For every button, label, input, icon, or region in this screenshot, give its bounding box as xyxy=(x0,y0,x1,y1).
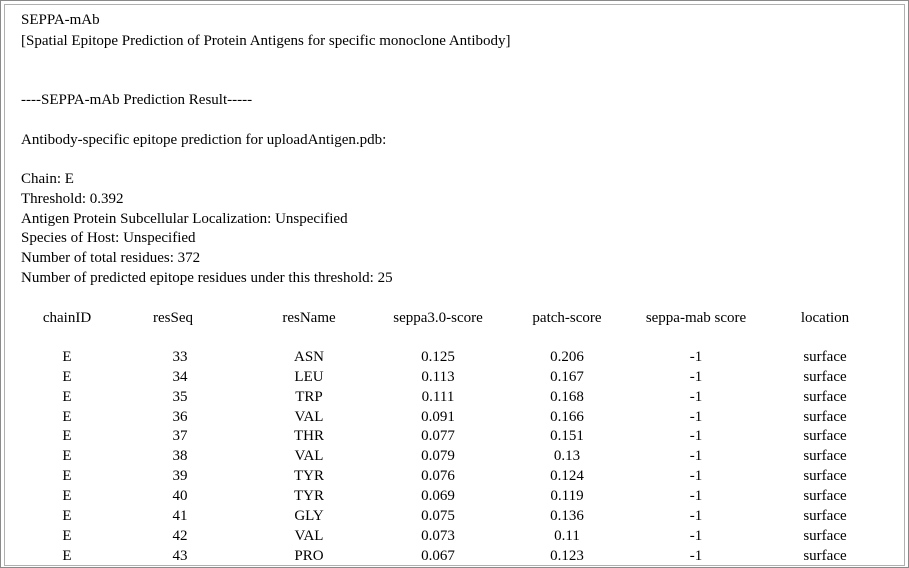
table-cell: surface xyxy=(803,388,847,405)
table-cell: 0.079 xyxy=(421,448,455,465)
column-header: patch-score xyxy=(532,310,602,326)
info-line: Threshold: 0.392 xyxy=(21,190,124,207)
table-cell: 0.166 xyxy=(550,408,584,425)
table-cell: 38 xyxy=(172,448,188,465)
table-cell: surface xyxy=(803,507,847,524)
table-cell: 0.067 xyxy=(421,547,455,564)
column-header: seppa-mab score xyxy=(645,310,747,326)
table-cell: 0.123 xyxy=(550,547,584,564)
table-cell: surface xyxy=(803,487,847,504)
table-cell: -1 xyxy=(689,388,703,405)
column-header: chainID xyxy=(42,310,92,326)
table-cell: 39 xyxy=(172,468,188,485)
table-cell: surface xyxy=(803,448,847,465)
table-cell: E xyxy=(62,368,72,385)
column-header: resName xyxy=(282,310,336,326)
table-cell: surface xyxy=(803,527,847,544)
table-cell: -1 xyxy=(689,368,703,385)
table-cell: surface xyxy=(803,349,847,365)
table-cell: 34 xyxy=(172,368,188,385)
table-cell: E xyxy=(62,468,72,485)
table-cell: E xyxy=(62,507,72,524)
info-line: Antigen Protein Subcellular Localization… xyxy=(21,210,348,227)
table-cell: 41 xyxy=(172,507,188,524)
table-cell: E xyxy=(62,448,72,465)
table-cell: 0.206 xyxy=(550,349,584,365)
table-cell: -1 xyxy=(689,408,703,425)
table-cell: 0.077 xyxy=(421,428,455,445)
table-cell: 0.111 xyxy=(421,388,455,405)
table-cell: 0.119 xyxy=(550,487,584,504)
table-cell: E xyxy=(62,547,72,564)
table-cell: -1 xyxy=(689,448,703,465)
table-cell: E xyxy=(62,487,72,504)
table-cell: 0.168 xyxy=(550,388,584,405)
table-cell: -1 xyxy=(689,547,703,564)
table-cell: 33 xyxy=(172,349,188,365)
info-line: Chain: E xyxy=(21,171,74,187)
inner-frame xyxy=(4,4,905,566)
table-cell: surface xyxy=(803,547,847,564)
table-cell: 37 xyxy=(172,428,188,445)
column-header: location xyxy=(800,310,850,326)
table-cell: -1 xyxy=(689,428,703,445)
table-cell: THR xyxy=(294,428,324,445)
table-cell: 0.124 xyxy=(550,468,584,485)
table-cell: TYR xyxy=(294,487,324,504)
table-cell: LEU xyxy=(294,368,324,385)
table-cell: PRO xyxy=(294,547,324,564)
table-cell: ASN xyxy=(293,349,325,365)
table-cell: surface xyxy=(803,408,847,425)
table-cell: E xyxy=(62,428,72,445)
table-cell: 0.076 xyxy=(421,468,455,485)
info-line: Number of total residues: 372 xyxy=(21,250,201,267)
table-cell: 0.113 xyxy=(421,368,455,385)
table-cell: 42 xyxy=(172,527,188,544)
table-cell: E xyxy=(62,527,72,544)
intro: Antibody-specific epitope prediction for… xyxy=(21,132,387,148)
table-cell: 0.075 xyxy=(421,507,455,524)
table-cell: 43 xyxy=(172,547,188,564)
table-cell: E xyxy=(62,388,72,405)
table-cell: 0.073 xyxy=(421,527,455,544)
table-cell: 0.151 xyxy=(550,428,584,445)
table-cell: -1 xyxy=(689,468,703,485)
result-heading: ----SEPPA-mAb Prediction Result----- xyxy=(21,92,253,108)
table-cell: surface xyxy=(803,468,847,485)
table-cell: -1 xyxy=(689,487,703,504)
table-cell: VAL xyxy=(294,448,324,465)
table-cell: E xyxy=(62,349,72,365)
table-cell: 0.167 xyxy=(550,368,584,385)
table-cell: GLY xyxy=(294,507,324,524)
table-cell: 0.13 xyxy=(553,448,581,465)
info-line: Number of predicted epitope residues und… xyxy=(21,270,393,286)
table-cell: 35 xyxy=(172,388,188,405)
table-cell: VAL xyxy=(294,408,324,425)
table-cell: TRP xyxy=(295,388,323,405)
table-cell: -1 xyxy=(689,349,703,365)
table-cell: 36 xyxy=(172,408,188,425)
title: SEPPA-mAb xyxy=(21,12,100,28)
table-cell: E xyxy=(62,408,72,425)
table-cell: 0.125 xyxy=(421,349,455,365)
table-cell: 40 xyxy=(172,487,188,504)
table-cell: 0.069 xyxy=(421,487,455,504)
table-cell: -1 xyxy=(689,507,703,524)
table-cell: TYR xyxy=(294,468,324,485)
table-cell: -1 xyxy=(689,527,703,544)
subtitle: [Spatial Epitope Prediction of Protein A… xyxy=(21,33,511,49)
table-cell: VAL xyxy=(294,527,324,544)
table-cell: surface xyxy=(803,368,847,385)
table-cell: 0.091 xyxy=(421,408,455,425)
info-line: Species of Host: Unspecified xyxy=(21,230,196,247)
column-header: seppa3.0-score xyxy=(393,310,483,326)
column-header: resSeq xyxy=(153,310,193,326)
table-cell: 0.136 xyxy=(550,507,584,524)
table-cell: surface xyxy=(803,428,847,445)
table-cell: 0.11 xyxy=(554,527,580,544)
